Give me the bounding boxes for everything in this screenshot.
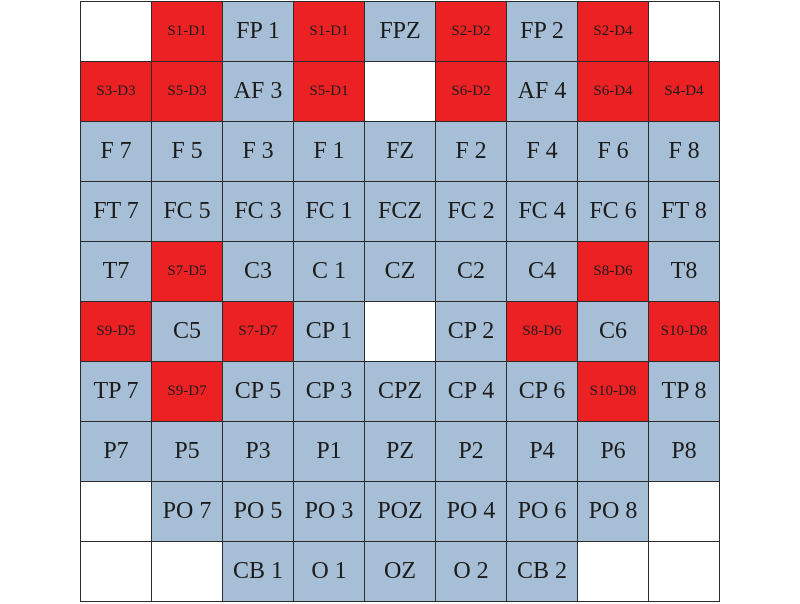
empty-cell	[649, 2, 720, 62]
electrode-cell-f3: F 3	[223, 122, 294, 182]
electrode-cell-cpz: CPZ	[365, 362, 436, 422]
electrode-cell-ft7: FT 7	[81, 182, 152, 242]
electrode-cell-c4: C4	[507, 242, 578, 302]
electrode-cell-t8: T8	[649, 242, 720, 302]
channel-cell-s6-d4: S6-D4	[578, 62, 649, 122]
electrode-montage-grid: S1-D1 FP 1 S1-D1 FPZ S2-D2 FP 2 S2-D4 S3-D3 S5-D…	[80, 1, 720, 602]
electrode-cell-t7: T7	[81, 242, 152, 302]
electrode-cell-af4: AF 4	[507, 62, 578, 122]
electrode-cell-fz: FZ	[365, 122, 436, 182]
electrode-cell-po5: PO 5	[223, 482, 294, 542]
electrode-cell-cp2: CP 2	[436, 302, 507, 362]
channel-cell-s4-d4: S4-D4	[649, 62, 720, 122]
electrode-cell-cp5: CP 5	[223, 362, 294, 422]
electrode-cell-ft8: FT 8	[649, 182, 720, 242]
electrode-cell-p1: P1	[294, 422, 365, 482]
electrode-cell-f5: F 5	[152, 122, 223, 182]
electrode-cell-c6: C6	[578, 302, 649, 362]
electrode-cell-fc4: FC 4	[507, 182, 578, 242]
electrode-cell-c3: C3	[223, 242, 294, 302]
electrode-cell-cp1: CP 1	[294, 302, 365, 362]
electrode-cell-af3: AF 3	[223, 62, 294, 122]
electrode-cell-c5: C5	[152, 302, 223, 362]
electrode-cell-p6: P6	[578, 422, 649, 482]
electrode-cell-f8: F 8	[649, 122, 720, 182]
electrode-cell-p5: P5	[152, 422, 223, 482]
electrode-cell-p4: P4	[507, 422, 578, 482]
electrode-cell-fcz: FCZ	[365, 182, 436, 242]
empty-cell	[81, 2, 152, 62]
electrode-cell-f2: F 2	[436, 122, 507, 182]
channel-cell-s6-d2: S6-D2	[436, 62, 507, 122]
channel-cell-s5-d1: S5-D1	[294, 62, 365, 122]
electrode-cell-p7: P7	[81, 422, 152, 482]
channel-cell-s8-d6: S8-D6	[507, 302, 578, 362]
electrode-cell-fc1: FC 1	[294, 182, 365, 242]
electrode-cell-f7: F 7	[81, 122, 152, 182]
channel-cell-s2-d2: S2-D2	[436, 2, 507, 62]
channel-cell-s2-d4: S2-D4	[578, 2, 649, 62]
electrode-cell-fp1: FP 1	[223, 2, 294, 62]
empty-cell	[365, 302, 436, 362]
electrode-cell-cz: CZ	[365, 242, 436, 302]
electrode-cell-po3: PO 3	[294, 482, 365, 542]
electrode-cell-o2: O 2	[436, 542, 507, 602]
electrode-cell-fpz: FPZ	[365, 2, 436, 62]
channel-cell-s5-d3: S5-D3	[152, 62, 223, 122]
electrode-cell-fc5: FC 5	[152, 182, 223, 242]
electrode-cell-po8: PO 8	[578, 482, 649, 542]
channel-cell-s10-d8: S10-D8	[578, 362, 649, 422]
channel-cell-s7-d7: S7-D7	[223, 302, 294, 362]
electrode-cell-cb2: CB 2	[507, 542, 578, 602]
electrode-cell-cp3: CP 3	[294, 362, 365, 422]
empty-cell	[578, 542, 649, 602]
electrode-cell-pz: PZ	[365, 422, 436, 482]
electrode-cell-f4: F 4	[507, 122, 578, 182]
electrode-cell-cp6: CP 6	[507, 362, 578, 422]
empty-cell	[81, 482, 152, 542]
electrode-cell-fp2: FP 2	[507, 2, 578, 62]
electrode-cell-fc6: FC 6	[578, 182, 649, 242]
empty-cell	[649, 542, 720, 602]
electrode-cell-fc2: FC 2	[436, 182, 507, 242]
electrode-cell-c1: C 1	[294, 242, 365, 302]
electrode-cell-poz: POZ	[365, 482, 436, 542]
electrode-cell-p2: P2	[436, 422, 507, 482]
electrode-cell-f6: F 6	[578, 122, 649, 182]
electrode-cell-p8: P8	[649, 422, 720, 482]
electrode-cell-fc3: FC 3	[223, 182, 294, 242]
electrode-cell-f1: F 1	[294, 122, 365, 182]
electrode-cell-o1: O 1	[294, 542, 365, 602]
electrode-cell-po6: PO 6	[507, 482, 578, 542]
channel-cell-s10-d8: S10-D8	[649, 302, 720, 362]
channel-cell-s1-d1: S1-D1	[294, 2, 365, 62]
electrode-cell-cb1: CB 1	[223, 542, 294, 602]
electrode-cell-tp7: TP 7	[81, 362, 152, 422]
channel-cell-s7-d5: S7-D5	[152, 242, 223, 302]
electrode-cell-po7: PO 7	[152, 482, 223, 542]
channel-cell-s3-d3: S3-D3	[81, 62, 152, 122]
empty-cell	[81, 542, 152, 602]
channel-cell-s9-d7: S9-D7	[152, 362, 223, 422]
electrode-cell-tp8: TP 8	[649, 362, 720, 422]
electrode-cell-c2: C2	[436, 242, 507, 302]
empty-cell	[649, 482, 720, 542]
channel-cell-s8-d6: S8-D6	[578, 242, 649, 302]
electrode-cell-p3: P3	[223, 422, 294, 482]
channel-cell-s1-d1: S1-D1	[152, 2, 223, 62]
empty-cell	[152, 542, 223, 602]
channel-cell-s9-d5: S9-D5	[81, 302, 152, 362]
empty-cell	[365, 62, 436, 122]
electrode-cell-oz: OZ	[365, 542, 436, 602]
electrode-cell-cp4: CP 4	[436, 362, 507, 422]
electrode-cell-po4: PO 4	[436, 482, 507, 542]
